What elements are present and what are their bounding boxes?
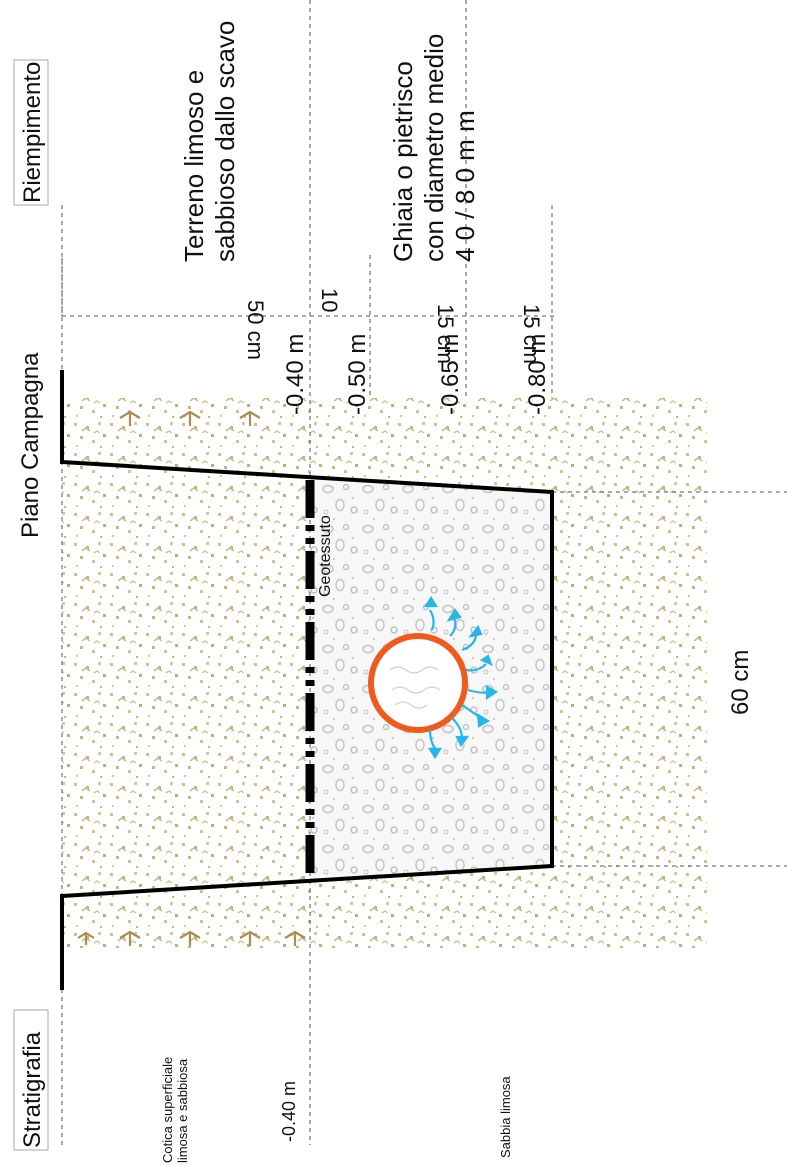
depth-050: -0.50 m [344, 334, 371, 415]
stratigrafia-label: Stratigrafia [19, 1031, 46, 1148]
soil-top-left-band [62, 398, 312, 948]
thickness-15cm-a: 15 cm [433, 304, 458, 364]
stratigrafia-box: Stratigrafia [13, 1009, 49, 1151]
diagram-text: Riempimento Stratigrafia Piano Campagna … [13, 21, 754, 1163]
top-fill-line1: Terreno limoso e [179, 70, 209, 262]
depth-080: -0.80 m [524, 334, 551, 415]
drain-pipe [368, 633, 468, 733]
strat-layer1-line2: limosa e sabbiosa [175, 1058, 190, 1163]
strat-layer1-line1: Cotica superficiale [160, 1057, 175, 1163]
thickness-10: 10 [317, 288, 342, 312]
riempimento-box: Riempimento [13, 59, 49, 206]
depth-065: -0.65 m [437, 334, 464, 415]
strat-layer1-depth: -0.40 m [279, 1081, 299, 1142]
gravel-line1: Ghiaia o pietrisco [388, 61, 418, 262]
depth-040: -0.40 m [282, 334, 309, 415]
piano-campagna-label: Piano Campagna [17, 352, 44, 538]
thickness-50cm: 50 cm [243, 300, 268, 360]
trench-outline [60, 370, 554, 990]
riempimento-label: Riempimento [19, 62, 46, 203]
water-arrows [424, 595, 499, 760]
top-fill-line2: sabbioso dallo scavo [210, 21, 240, 262]
dashed-guides [61, 0, 787, 1145]
surface-marks [77, 410, 306, 946]
width-60cm-label: 60 cm [727, 650, 754, 715]
thickness-15cm-b: 15 cm [519, 304, 544, 364]
strat-layer2: Sabbia limosa [498, 1076, 513, 1158]
gravel-line3: 4 0 / 8 0 m m [450, 110, 480, 262]
geotessuto-label: Geotessuto [317, 515, 334, 597]
gravel-line2: con diametro medio [419, 34, 449, 262]
